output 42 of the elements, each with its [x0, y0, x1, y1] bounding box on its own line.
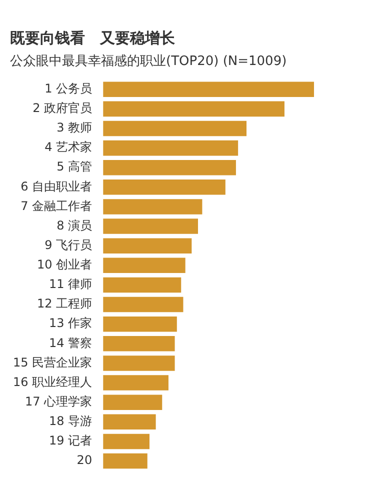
bar: [103, 258, 186, 274]
bar: [103, 120, 247, 136]
y-tick-label: 5 高管: [56, 160, 92, 174]
bar: [103, 375, 168, 390]
bar: [103, 82, 314, 98]
y-tick-label: 18 导游: [48, 414, 92, 428]
y-tick-label: 12 工程师: [36, 296, 92, 311]
bar: [103, 434, 150, 450]
bar: [103, 414, 156, 430]
bar: [103, 316, 177, 332]
y-tick-label: 20: [76, 453, 92, 468]
y-tick-label: 19 记者: [48, 434, 92, 448]
y-tick-label: 4 艺术家: [44, 140, 92, 154]
y-tick-label: 8 演员: [56, 218, 92, 232]
bar: [103, 140, 238, 156]
y-tick-label: 13 作家: [48, 316, 92, 330]
bar: [103, 394, 162, 410]
y-tick-label: 3 教师: [56, 120, 92, 135]
y-tick-label: 6 自由职业者: [20, 179, 92, 194]
y-tick-label: 14 警察: [48, 336, 92, 350]
y-tick-label: 15 民营企业家: [12, 355, 92, 370]
bar: [103, 453, 148, 469]
bar: [103, 238, 192, 254]
bar: [103, 356, 175, 371]
bar: [103, 101, 284, 117]
y-tick-label: 1 公务员: [44, 82, 92, 96]
y-tick-label: 16 职业经理人: [12, 374, 92, 389]
y-tick-label: 9 飞行员: [44, 238, 92, 252]
y-tick-label: 2 政府官员: [32, 101, 92, 116]
bar: [103, 336, 175, 352]
y-tick-label: 11 律师: [48, 277, 92, 292]
bar: [103, 199, 202, 214]
y-tick-label: 17 心理学家: [24, 394, 92, 408]
bar: [103, 218, 198, 234]
y-tick-label: 7 金融工作者: [20, 198, 92, 213]
chart-title: 既要向钱看 又要稳增长: [10, 28, 176, 47]
chart-subtitle: 公众眼中最具幸福感的职业(TOP20) (N=1009): [10, 54, 287, 70]
bar: [103, 180, 226, 195]
bar: [103, 296, 184, 312]
y-tick-label: 10 创业者: [36, 258, 92, 272]
bar: [103, 277, 182, 293]
bar: [103, 160, 236, 176]
